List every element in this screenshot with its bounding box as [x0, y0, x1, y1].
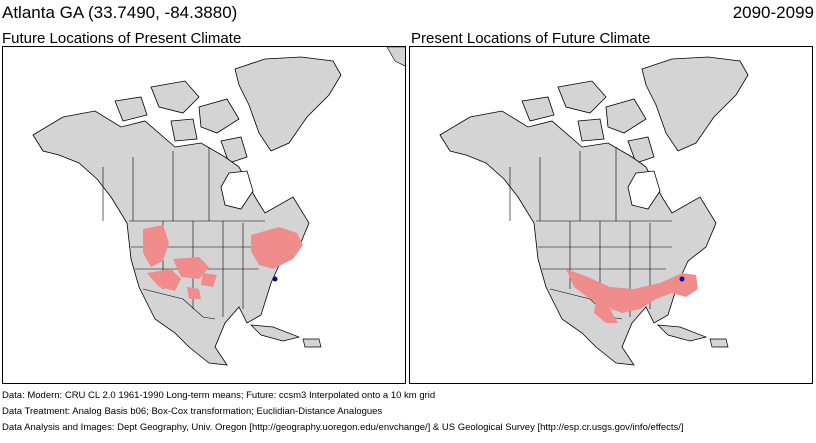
- target-location-marker: [679, 276, 685, 282]
- cuba-island: [250, 324, 301, 342]
- target-location-marker: [272, 276, 278, 282]
- footer-data-treatment: Data Treatment: Analog Basis b06; Box-Co…: [2, 406, 383, 417]
- top-right-patch: [386, 47, 405, 67]
- map-title: Atlanta GA (33.7490, -84.3880): [2, 3, 238, 22]
- left-panel-title: Future Locations of Present Climate: [2, 30, 242, 47]
- greenland-landmass: [641, 56, 749, 152]
- left-map-panel: [2, 46, 406, 384]
- analog-regions: [143, 225, 303, 299]
- right-panel-title: Present Locations of Future Climate: [411, 30, 651, 47]
- left-map: [32, 47, 405, 366]
- hispaniola-island: [709, 338, 729, 348]
- greenland-landmass: [234, 56, 342, 152]
- analog-regions: [566, 269, 698, 323]
- cuba-island: [657, 324, 708, 342]
- hudson-bay: [220, 170, 254, 210]
- right-map-panel: [409, 46, 813, 384]
- footer-credits: Data Analysis and Images: Dept Geography…: [2, 422, 684, 433]
- arctic-islands: [114, 80, 248, 164]
- hispaniola-island: [302, 338, 322, 348]
- right-map: [439, 56, 749, 366]
- time-period: 2090-2099: [732, 3, 814, 22]
- political-borders: [509, 147, 672, 320]
- hudson-bay: [627, 170, 661, 210]
- footer-data-source: Data: Modern: CRU CL 2.0 1961-1990 Long-…: [2, 390, 436, 401]
- arctic-islands: [521, 80, 655, 164]
